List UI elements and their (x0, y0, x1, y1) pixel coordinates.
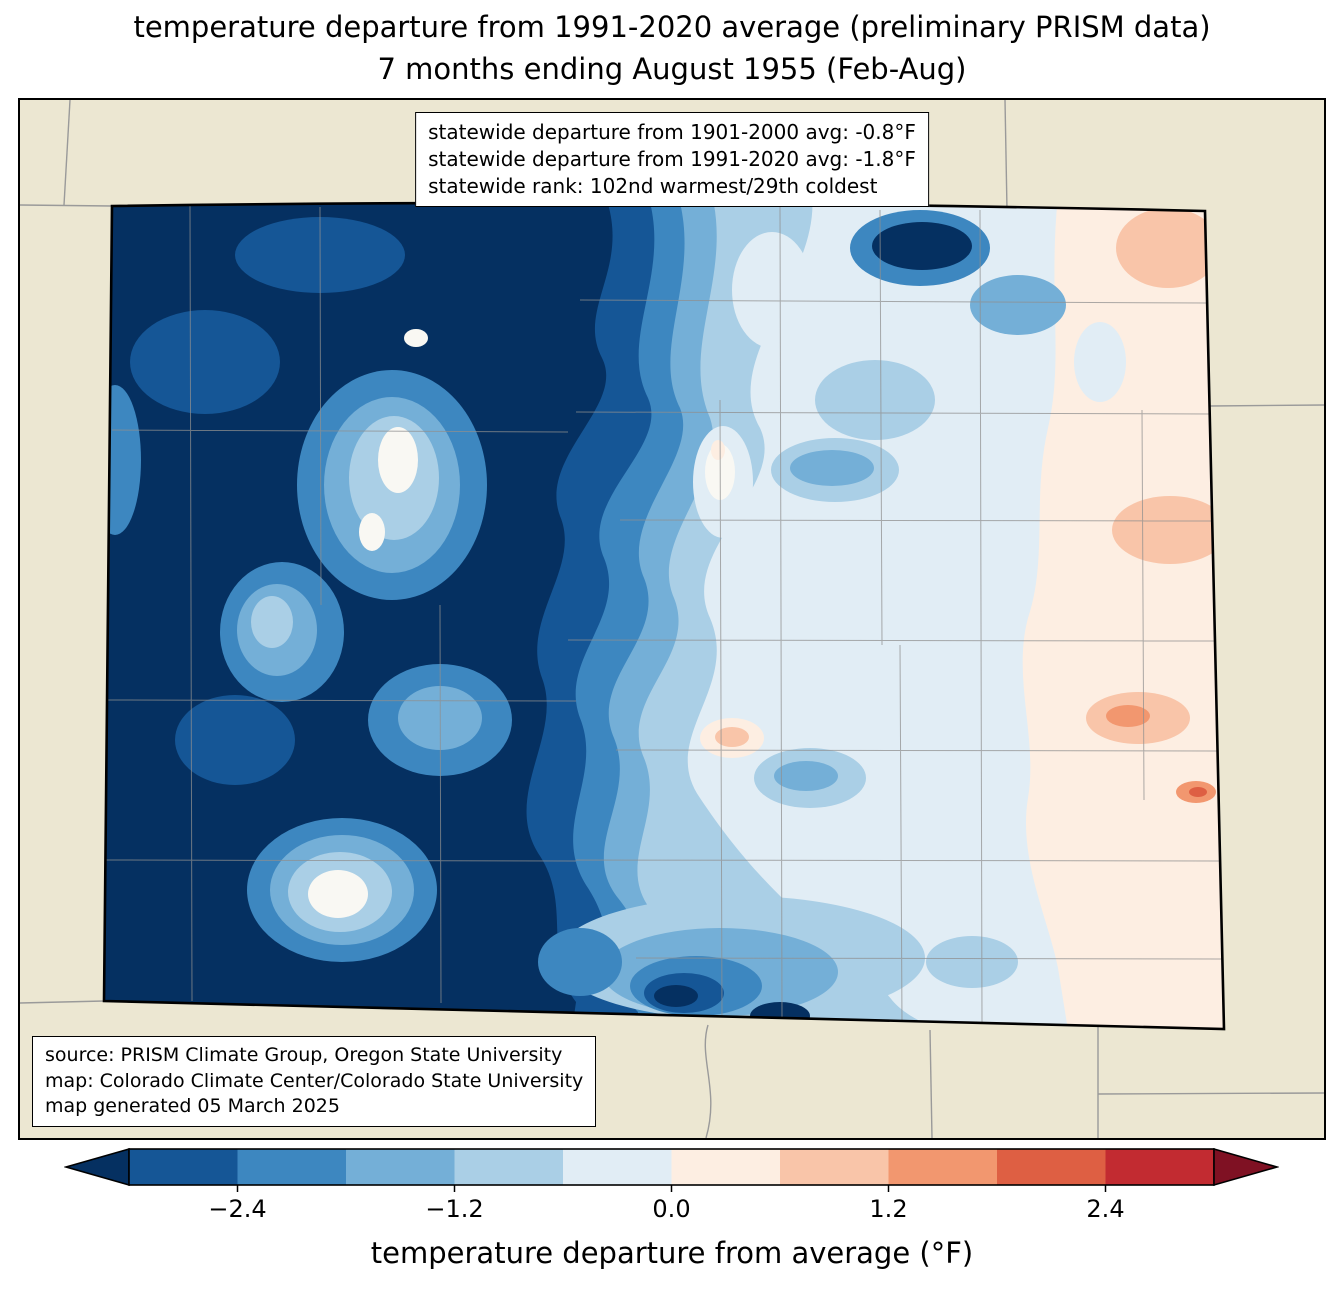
stats-line-1: statewide departure from 1901-2000 avg: … (428, 120, 916, 144)
figure-title: temperature departure from 1991-2020 ave… (0, 10, 1344, 86)
stats-line-2: statewide departure from 1991-2020 avg: … (428, 147, 916, 171)
colorbar-segment (129, 1149, 238, 1185)
colorbar-tick-label: 2.4 (1086, 1195, 1125, 1223)
stats-box: statewide departure from 1901-2000 avg: … (415, 112, 929, 207)
colorbar-segment (346, 1149, 455, 1185)
colorbar-segment (997, 1149, 1106, 1185)
colorbar-tick-label: −1.2 (425, 1195, 484, 1223)
title-line-1: temperature departure from 1991-2020 ave… (133, 10, 1211, 44)
stats-line-3: statewide rank: 102nd warmest/29th colde… (428, 174, 878, 198)
source-box: source: PRISM Climate Group, Oregon Stat… (32, 1036, 597, 1127)
source-line-2: map: Colorado Climate Center/Colorado St… (45, 1069, 584, 1092)
colorbar-segment (454, 1149, 563, 1185)
source-line-1: source: PRISM Climate Group, Oregon Stat… (45, 1044, 563, 1066)
colorbar-segment (237, 1149, 346, 1185)
title-line-2: 7 months ending August 1955 (Feb-Aug) (377, 52, 967, 86)
colorbar-tick-label: −2.4 (208, 1195, 267, 1223)
colorbar-svg (64, 1147, 1279, 1192)
colorbar-segment (671, 1149, 780, 1185)
colorbar-tick-label: 0.0 (652, 1195, 691, 1223)
colorbar-tick-label: 1.2 (869, 1195, 908, 1223)
colorbar-segment (888, 1149, 997, 1185)
colorbar-segment (780, 1149, 889, 1185)
colorbar: −2.4 −1.2 0.0 1.2 2.4 (64, 1147, 1279, 1247)
county-borders (105, 205, 1223, 1026)
colorbar-axis-label: temperature departure from average (°F) (370, 1236, 974, 1270)
colorbar-segment (1105, 1149, 1214, 1185)
neighbor-state-borders (20, 100, 1324, 1138)
colorbar-under-arrow (64, 1147, 130, 1187)
colorado-contour-fill (104, 202, 1224, 1029)
map-canvas: statewide departure from 1901-2000 avg: … (18, 98, 1326, 1140)
map-svg (20, 100, 1324, 1138)
source-line-3: map generated 05 March 2025 (45, 1095, 340, 1118)
colorbar-segment (563, 1149, 672, 1185)
colorbar-over-arrow (1213, 1147, 1279, 1187)
colorbar-tick-marks (236, 1185, 1107, 1192)
